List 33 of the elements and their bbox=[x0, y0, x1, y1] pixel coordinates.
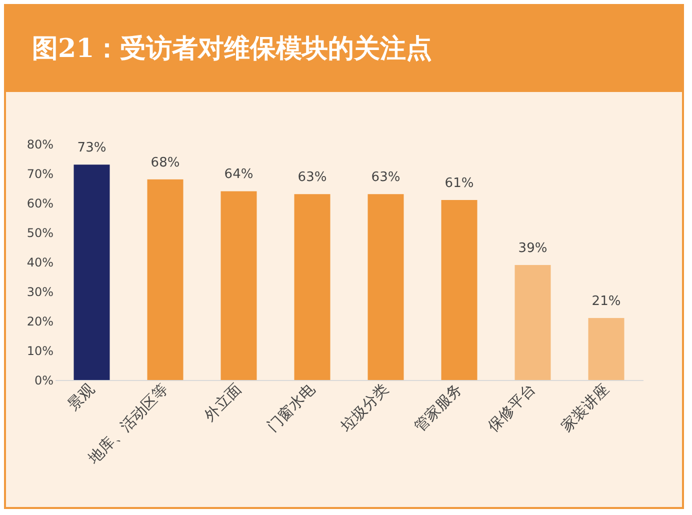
data-label: 73% bbox=[77, 140, 106, 156]
bar bbox=[147, 179, 184, 380]
y-tick-label: 50% bbox=[26, 226, 54, 240]
x-tick-label: 垃圾分类 bbox=[336, 380, 392, 436]
bar bbox=[220, 191, 257, 380]
data-label: 68% bbox=[150, 155, 180, 170]
y-tick-label: 0% bbox=[34, 374, 54, 388]
bar bbox=[368, 194, 404, 380]
x-tick-label: 外立面 bbox=[200, 380, 246, 425]
x-tick-label: 门窗水电 bbox=[263, 380, 319, 436]
data-label: 39% bbox=[518, 240, 548, 256]
data-label: 63% bbox=[298, 170, 327, 186]
y-tick-label: 60% bbox=[26, 196, 54, 210]
data-label: 63% bbox=[371, 170, 400, 186]
data-label: 61% bbox=[444, 176, 474, 192]
bar bbox=[441, 200, 478, 380]
y-tick-label: 20% bbox=[26, 314, 54, 328]
bar bbox=[514, 264, 551, 380]
bar bbox=[588, 318, 624, 380]
x-tick-label: 景观 bbox=[64, 380, 98, 414]
x-tick-label: 保修平台 bbox=[484, 380, 540, 436]
y-tick-label: 80% bbox=[26, 138, 54, 152]
x-tick-label: 管家服务 bbox=[410, 380, 466, 436]
data-label: 21% bbox=[592, 294, 621, 310]
y-tick-label: 70% bbox=[26, 167, 54, 181]
chart-title: 图21：受访者对维保模块的关注点 bbox=[6, 6, 682, 92]
bar bbox=[74, 164, 110, 380]
y-tick-label: 40% bbox=[26, 256, 54, 270]
x-tick-label: 家装讲座 bbox=[557, 380, 613, 436]
bar bbox=[294, 194, 330, 380]
data-label: 64% bbox=[224, 167, 254, 182]
y-tick-label: 30% bbox=[26, 285, 54, 299]
y-tick-label: 10% bbox=[26, 344, 54, 358]
